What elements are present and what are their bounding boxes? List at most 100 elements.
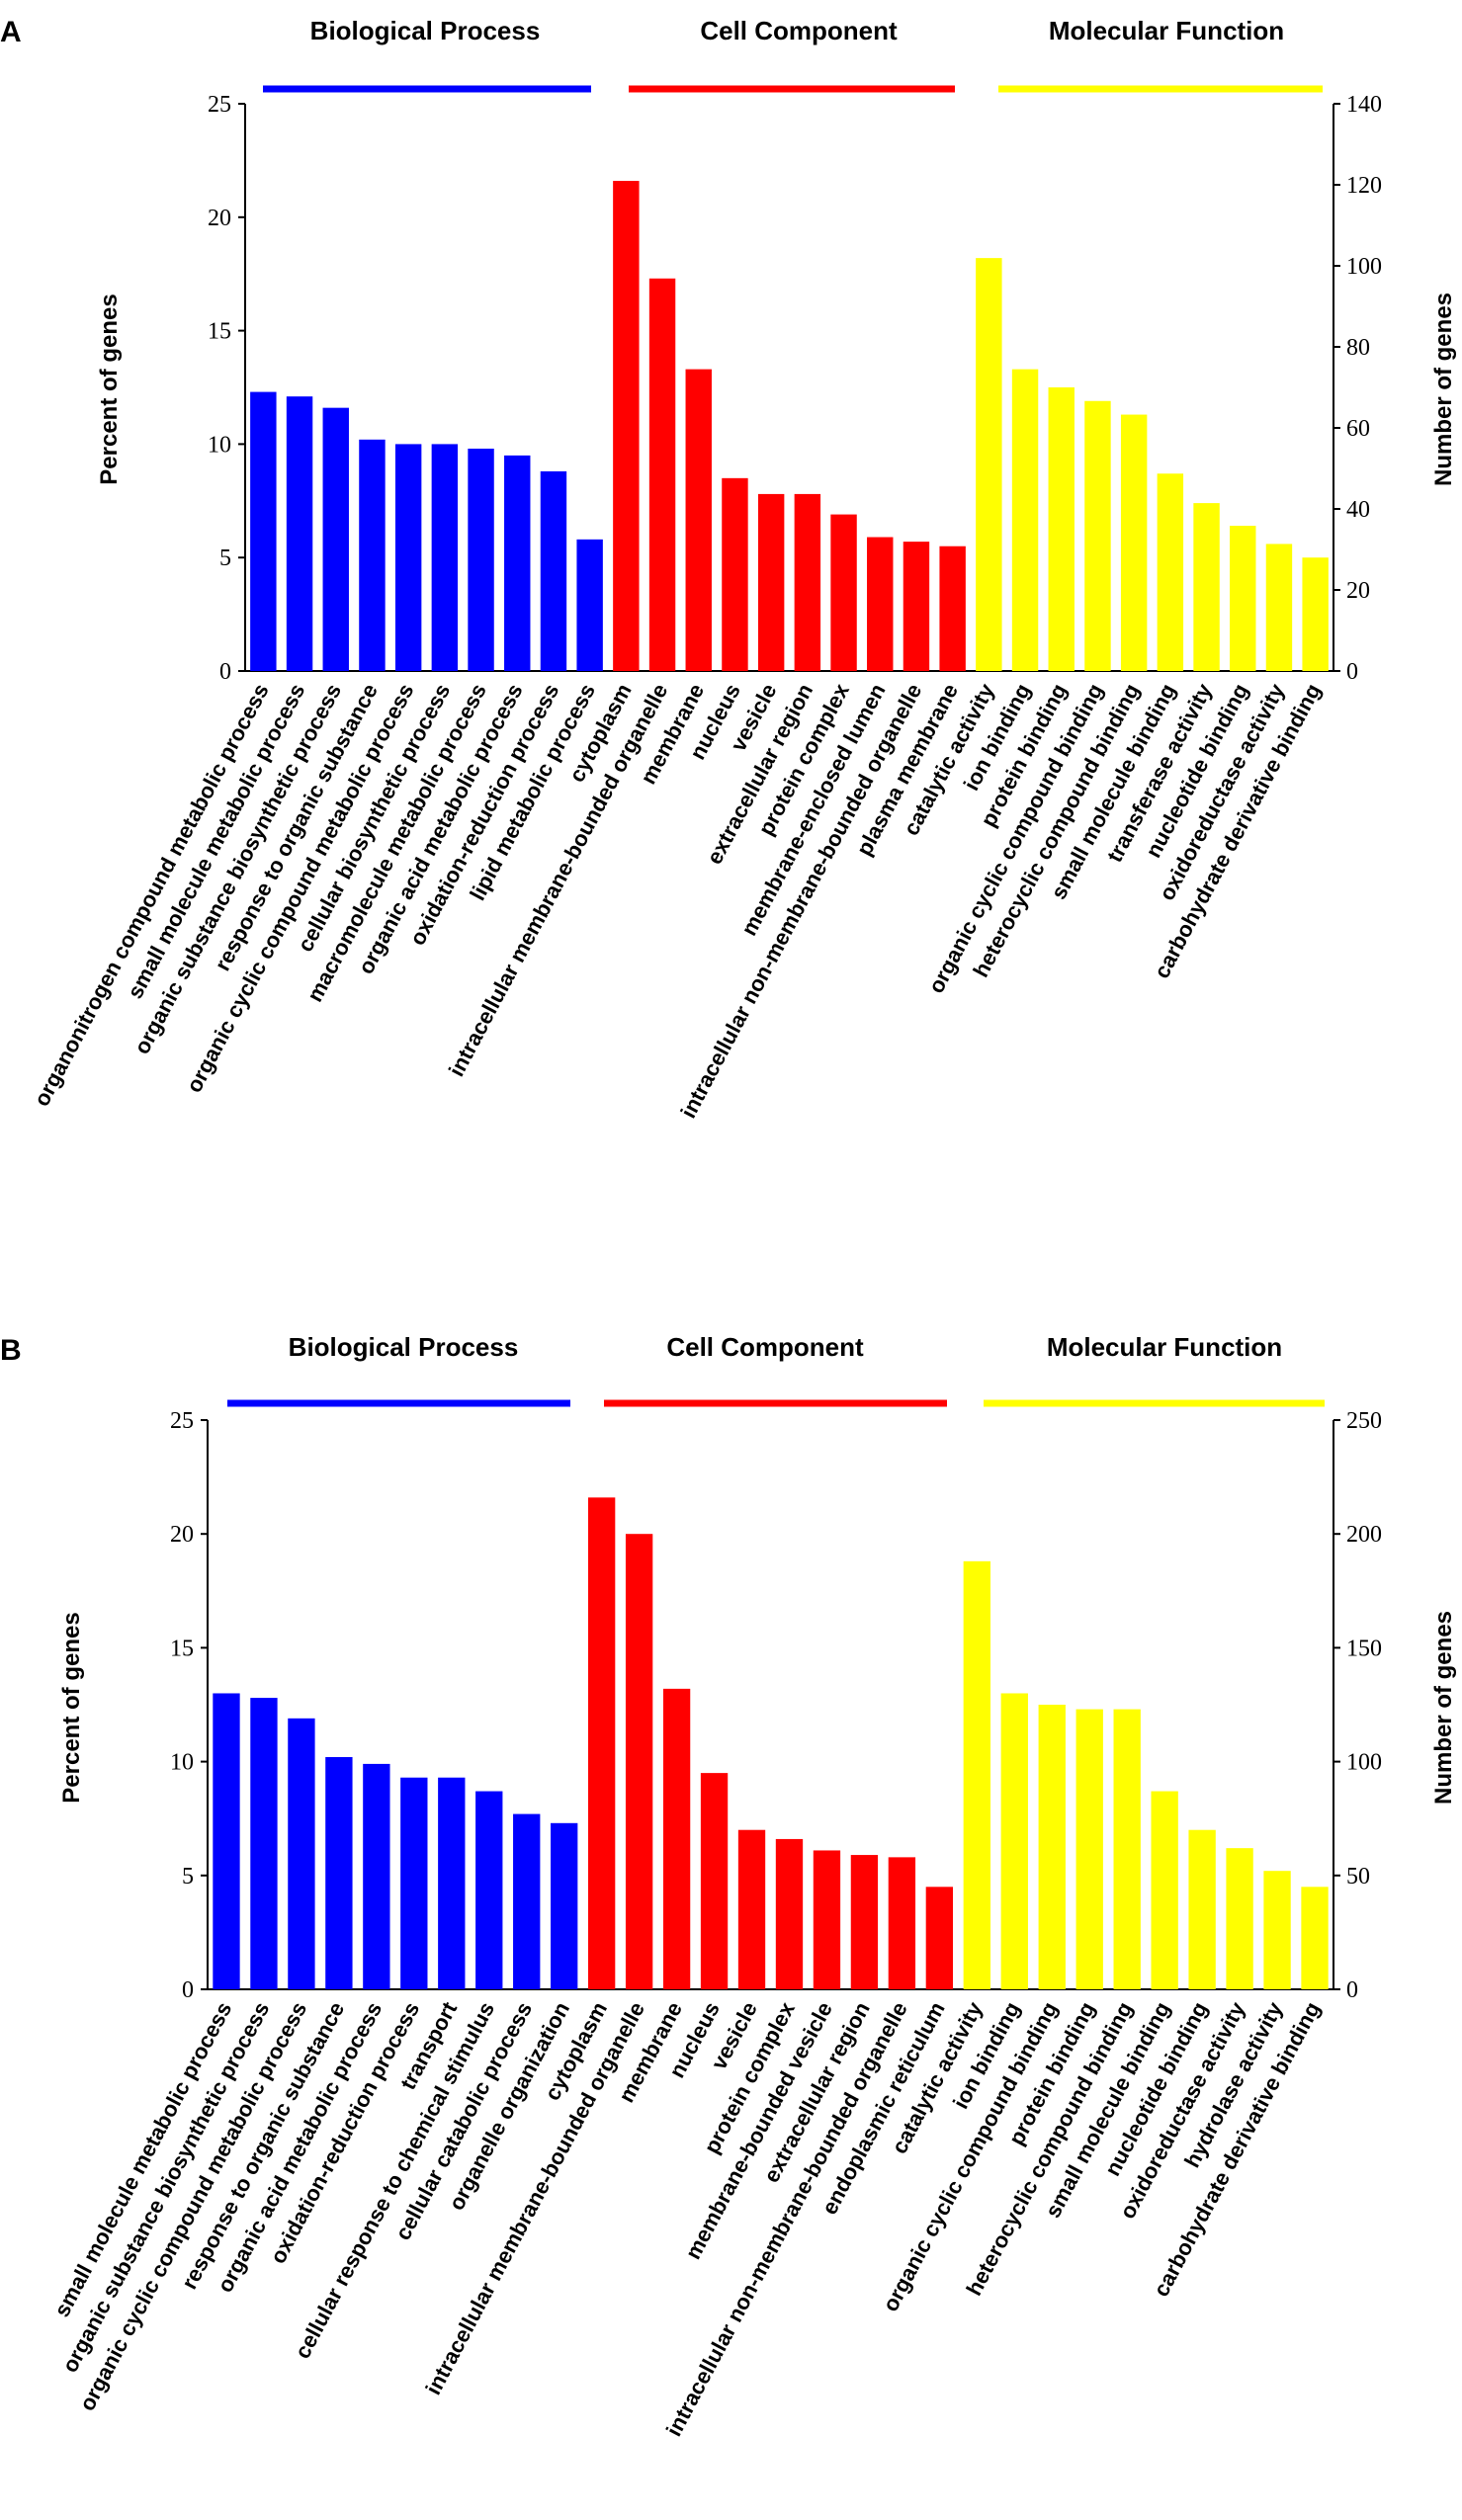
group-label-biological-process: Biological Process: [310, 16, 541, 45]
right-tick-label: 50: [1346, 1864, 1370, 1890]
bar-intracellular-membrane-bounded-organelle: [648, 278, 676, 671]
left-axis-title: Percent of genes: [58, 1612, 85, 1803]
bar-heterocyclic-compound-binding: [1113, 1709, 1141, 1989]
bar-plasma-membrane: [939, 546, 966, 671]
left-tick-label: 10: [208, 432, 231, 458]
bar-ion-binding: [1011, 369, 1039, 671]
bar-lipid-metabolic-process: [576, 539, 603, 671]
left-tick-label: 5: [219, 546, 231, 571]
panel-label: B: [0, 1334, 22, 1367]
right-axis-title: Number of genes: [1430, 293, 1457, 486]
bar-protein-complex: [775, 1838, 804, 1989]
group-label-molecular-function: Molecular Function: [1049, 16, 1284, 45]
panel-label: A: [0, 16, 22, 48]
bar-protein-complex: [830, 514, 857, 671]
bar-small-molecule-binding: [1157, 473, 1184, 671]
group-label-molecular-function: Molecular Function: [1047, 1332, 1282, 1362]
right-tick-label: 40: [1346, 497, 1370, 523]
bar-transferase-activity: [1193, 503, 1220, 671]
right-tick-label: 150: [1346, 1636, 1382, 1661]
left-tick-label: 5: [182, 1864, 194, 1890]
bar-organic-acid-metabolic-process: [363, 1763, 390, 1989]
chart-panel-a: A Biological Process Cell Component Molecul…: [0, 16, 1457, 1122]
right-tick-label: 100: [1346, 1750, 1382, 1776]
bar-membrane: [662, 1688, 691, 1989]
bar-cellular-response-to-chemical-stimulus: [475, 1791, 503, 1989]
bar-small-molecule-metabolic-process: [286, 396, 313, 671]
bar-organic-cyclic-compound-binding: [1084, 400, 1111, 671]
right-tick-label: 60: [1346, 416, 1370, 442]
bar-small-molecule-binding: [1151, 1791, 1178, 1989]
right-tick-label: 140: [1346, 92, 1382, 118]
bar-nucleotide-binding: [1230, 526, 1256, 671]
bar-intracellular-membrane-bounded-organelle: [625, 1534, 653, 1989]
left-tick-label: 15: [208, 319, 231, 345]
right-tick-label: 250: [1346, 1408, 1382, 1434]
group-label-biological-process: Biological Process: [289, 1332, 519, 1362]
bar-membrane-enclosed-lumen: [867, 537, 894, 671]
bar-protein-binding: [1075, 1709, 1103, 1989]
bar-heterocyclic-compound-binding: [1120, 414, 1148, 671]
bar-cytoplasm: [587, 1497, 616, 1989]
bar-catalytic-activity: [963, 1560, 990, 1989]
right-tick-label: 80: [1346, 335, 1370, 361]
right-tick-label: 0: [1346, 659, 1358, 685]
left-tick-label: 10: [170, 1750, 194, 1776]
bar-vesicle: [737, 1829, 766, 1989]
bar-transport: [438, 1777, 466, 1989]
bar-oxidation-reduction-process: [540, 470, 567, 671]
bar-cytoplasm: [613, 181, 640, 671]
bar-extracellular-region: [850, 1855, 879, 1989]
bar-cellular-catabolic-process: [513, 1813, 541, 1989]
bar-organic-cyclic-compound-metabolic-process: [394, 444, 422, 671]
left-tick-label: 0: [219, 659, 231, 685]
bar-membrane-bounded-vesicle: [813, 1850, 841, 1989]
right-axis-title: Number of genes: [1430, 1611, 1457, 1805]
bar-organonitrogen-compound-metabolic-process: [250, 391, 277, 671]
bar-organic-cyclic-compound-metabolic-process: [288, 1718, 315, 1989]
left-tick-label: 0: [182, 1977, 194, 2003]
bar-organic-cyclic-compound-binding: [1038, 1705, 1066, 1989]
left-tick-label: 25: [208, 92, 231, 118]
right-tick-label: 120: [1346, 173, 1382, 199]
bar-hydrolase-activity: [1263, 1871, 1291, 1989]
bar-organic-substance-biosynthetic-process: [250, 1698, 278, 1989]
bar-macromolecule-metabolic-process: [468, 448, 494, 671]
bar-extracellular-region: [794, 493, 821, 671]
bar-organic-acid-metabolic-process: [504, 455, 531, 671]
bar-nucleotide-binding: [1188, 1829, 1216, 1989]
bar-catalytic-activity: [976, 258, 1002, 671]
right-tick-label: 0: [1346, 1977, 1358, 2003]
bar-endoplasmic-reticulum: [925, 1887, 954, 1989]
bar-oxidoreductase-activity: [1265, 544, 1293, 671]
bar-response-to-organic-substance: [325, 1756, 353, 1989]
bar-carbohydrate-derivative-binding: [1302, 557, 1329, 671]
bar-oxidation-reduction-process: [400, 1777, 428, 1989]
bar-membrane: [685, 369, 712, 671]
right-tick-label: 200: [1346, 1522, 1382, 1548]
left-tick-label: 25: [170, 1408, 194, 1434]
bar-oxidoreductase-activity: [1226, 1848, 1253, 1989]
bar-cellular-biosynthetic-process: [431, 444, 459, 671]
chart-panel-b: B Biological Process Cell Component Molecul…: [0, 1332, 1457, 2440]
bar-organelle-organization: [551, 1822, 578, 1989]
bar-vesicle: [757, 493, 785, 671]
left-tick-label: 20: [208, 206, 231, 231]
bar-organic-substance-biosynthetic-process: [322, 407, 349, 671]
left-tick-label: 20: [170, 1522, 194, 1548]
left-axis-title: Percent of genes: [96, 294, 123, 484]
right-tick-label: 20: [1346, 578, 1370, 604]
bar-intracellular-non-membrane-bounded-organelle: [903, 542, 930, 671]
bar-small-molecule-metabolic-process: [213, 1693, 240, 1989]
group-label-cell-component: Cell Component: [700, 16, 898, 45]
bar-ion-binding: [1000, 1693, 1028, 1989]
bar-protein-binding: [1048, 387, 1075, 671]
group-label-cell-component: Cell Component: [666, 1332, 864, 1362]
bar-intracellular-non-membrane-bounded-organelle: [888, 1857, 916, 1989]
bar-carbohydrate-derivative-binding: [1301, 1887, 1329, 1989]
bar-response-to-organic-substance: [359, 439, 386, 671]
right-tick-label: 100: [1346, 254, 1382, 280]
left-tick-label: 15: [170, 1636, 194, 1661]
bar-nucleus: [700, 1773, 729, 1989]
